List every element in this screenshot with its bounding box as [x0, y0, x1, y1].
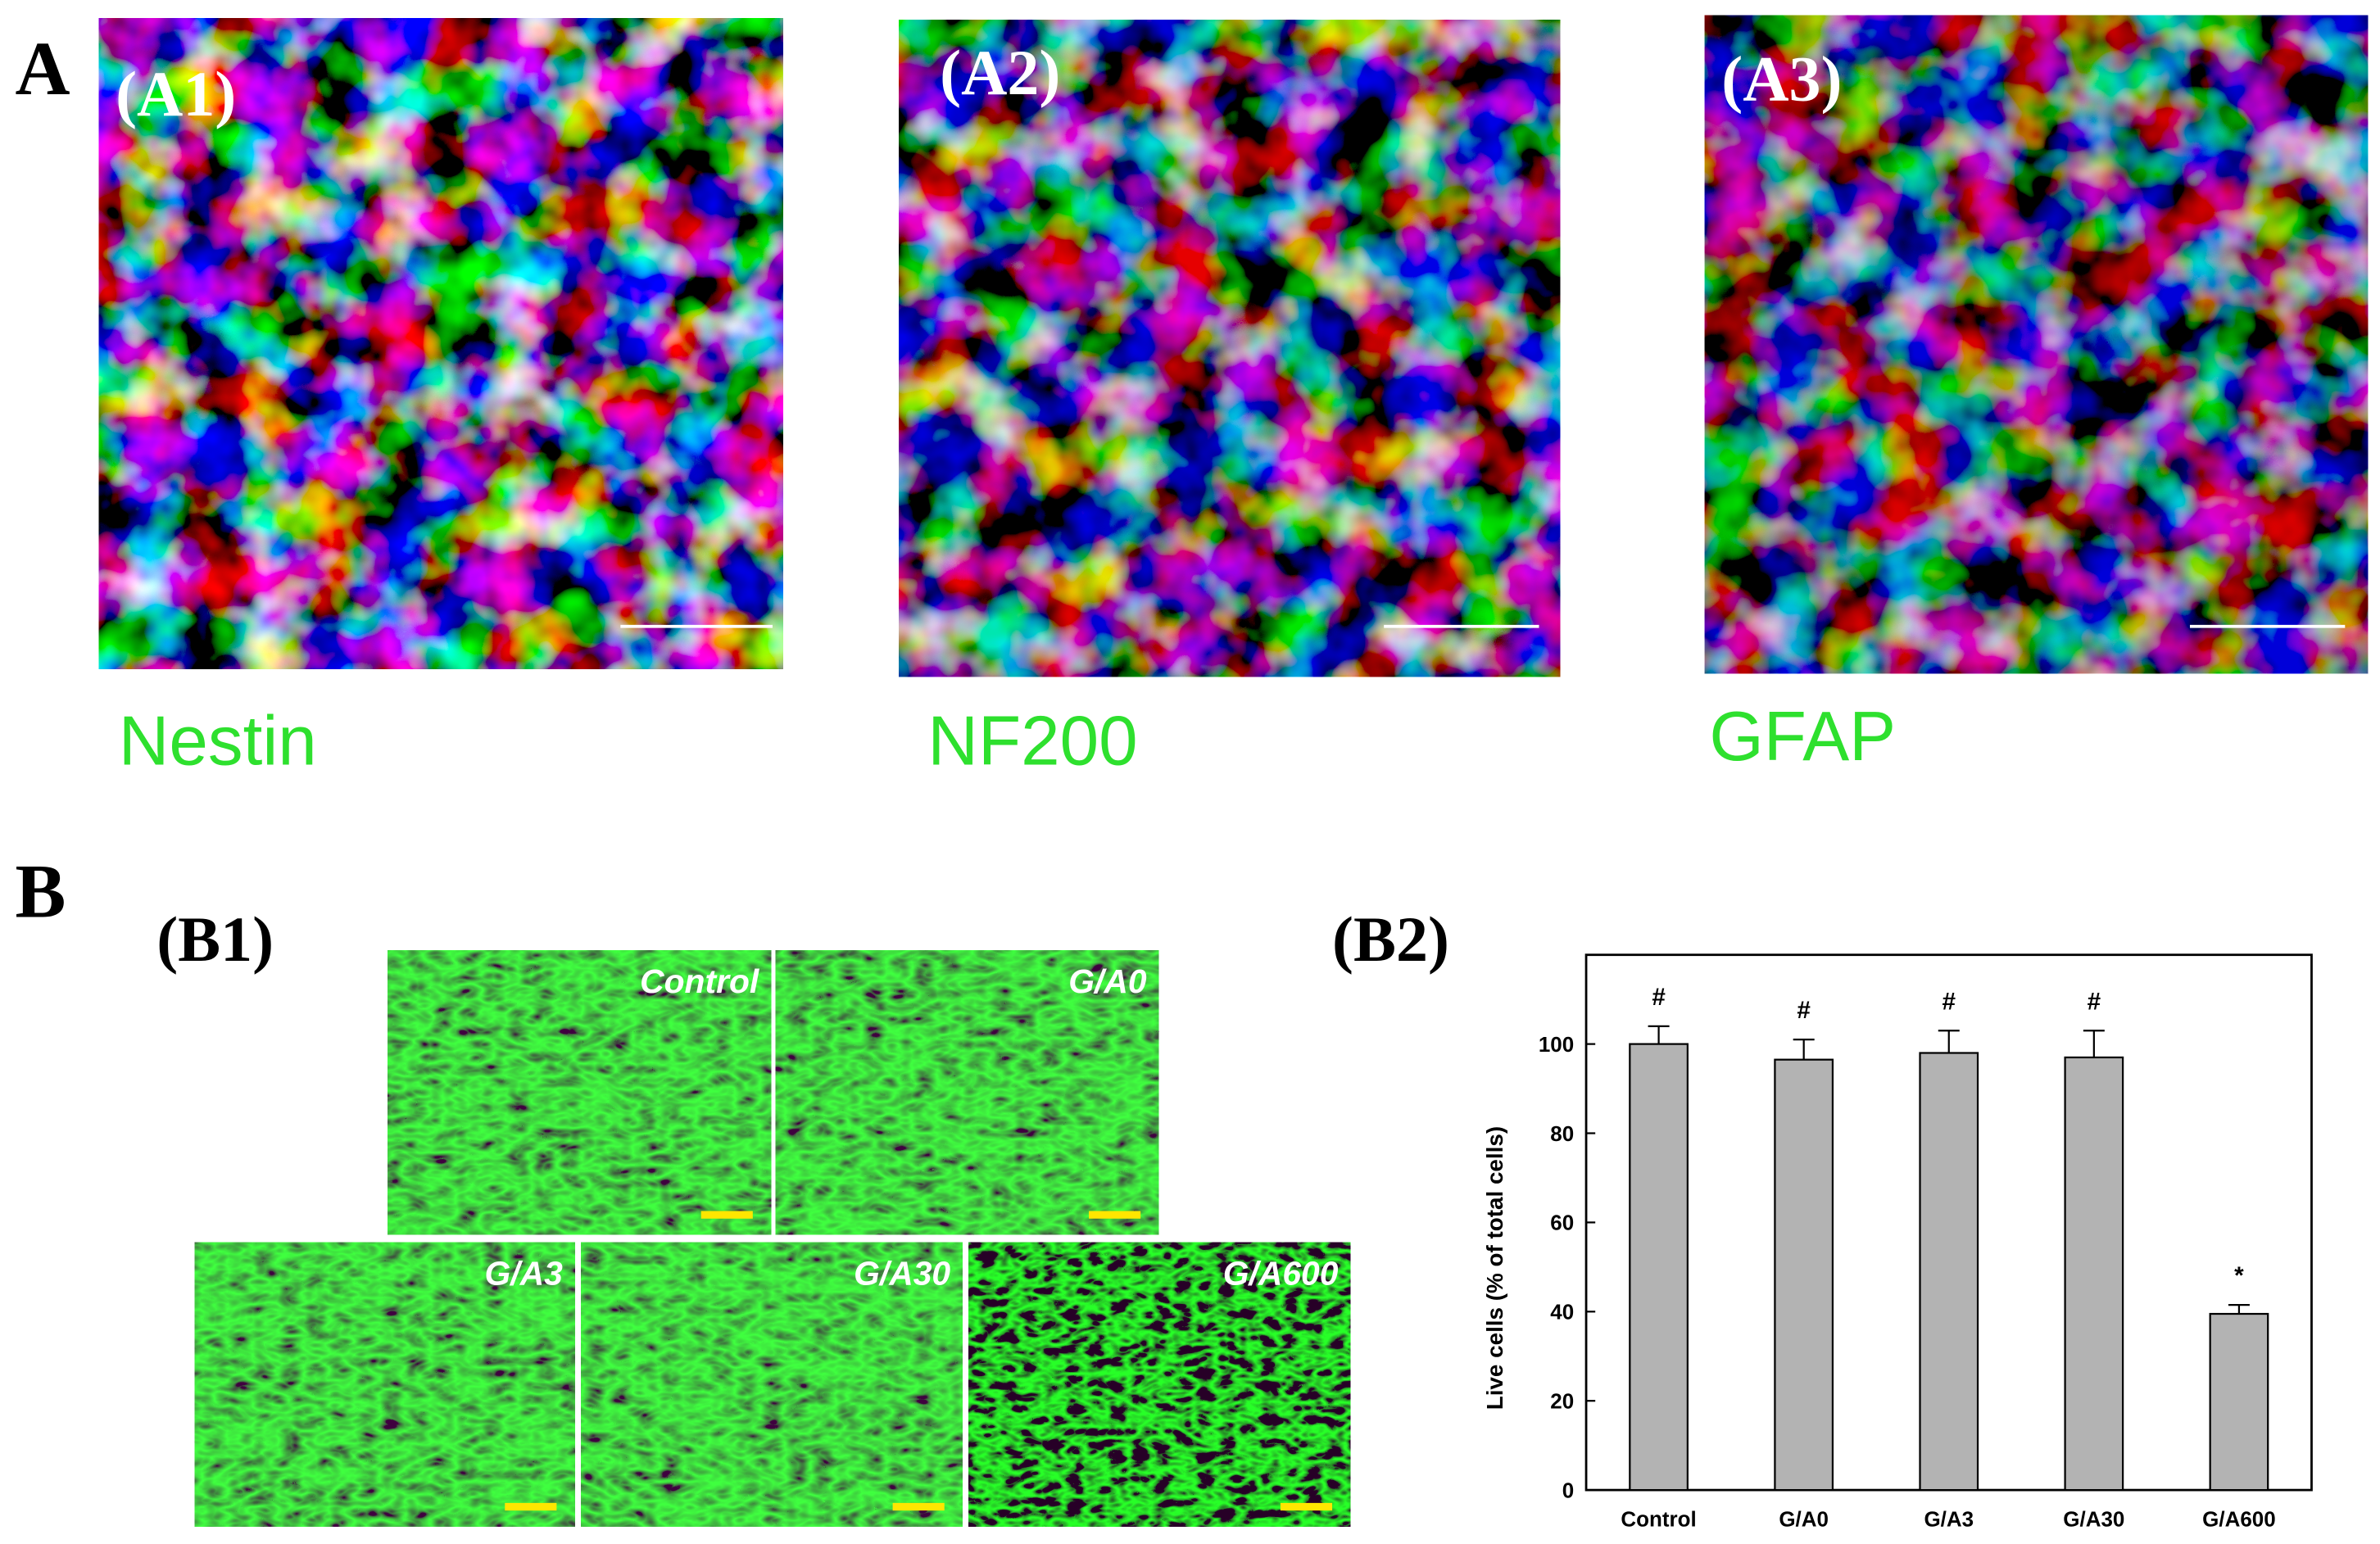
bar [1629, 1043, 1689, 1492]
marker-label: GFAP [1709, 698, 1896, 776]
error-bar [1938, 1030, 1960, 1053]
marker-label: Nestin [119, 703, 317, 781]
y-tick-label: 60 [1550, 1211, 1574, 1235]
micrograph [968, 1242, 1351, 1527]
bar [2209, 1312, 2269, 1492]
panel-b: B (B1) (B2) [16, 849, 1449, 975]
error-bar [2228, 1304, 2250, 1315]
panel-label: A [16, 27, 70, 111]
image-label: (A1) [116, 59, 236, 129]
x-tick-label: Control [1621, 1507, 1696, 1532]
error-bar [2083, 1030, 2105, 1057]
bar [2064, 1056, 2124, 1492]
micrograph [388, 950, 772, 1235]
significance-mark: * [2234, 1262, 2244, 1289]
error-bar [1648, 1025, 1670, 1044]
tile-label: G/A0 [1068, 962, 1147, 1000]
x-tick-label: G/A600 [2202, 1507, 2276, 1532]
significance-mark: # [1652, 984, 1666, 1011]
panel-a: A (A1) (A2) (A3) Nestin NF200 GFAP [16, 15, 2369, 781]
tile-label: G/A30 [854, 1255, 950, 1293]
y-tick-label: 0 [1562, 1478, 1574, 1502]
marker-label: NF200 [927, 703, 1137, 781]
y-tick-label: 100 [1539, 1032, 1574, 1057]
y-tick-label: 40 [1550, 1300, 1574, 1324]
error-bar [1793, 1039, 1815, 1060]
panel-label: B [16, 849, 66, 934]
x-tick-label: G/A3 [1924, 1507, 1974, 1532]
micrograph [775, 950, 1159, 1235]
image-label: (A3) [1721, 44, 1842, 115]
image-label: (B1) [156, 904, 274, 975]
live-dead-tiles: Control G/A0 G/A3 G/A30 G/A600 [194, 950, 1351, 1527]
bar-chart: 0 20 40 60 80 100 Live cells (% of total cells… [1482, 953, 2313, 1532]
micrograph [194, 1242, 575, 1527]
micrograph [581, 1242, 963, 1527]
micrograph [1704, 15, 2369, 674]
significance-mark: # [2088, 988, 2101, 1015]
y-tick-label: 80 [1550, 1121, 1574, 1146]
tile-label: Control [640, 962, 760, 1000]
image-label: (B2) [1332, 904, 1449, 975]
significance-mark: # [1943, 988, 1956, 1015]
y-axis-label: Live cells (% of total cells) [1482, 1126, 1507, 1410]
micrograph [899, 20, 1561, 677]
tile-label: G/A600 [1223, 1255, 1339, 1293]
image-label: (A2) [940, 38, 1060, 108]
bar [1774, 1058, 1834, 1492]
micrograph [98, 18, 783, 669]
significance-mark: # [1797, 997, 1811, 1024]
tile-label: G/A3 [485, 1255, 564, 1293]
x-tick-label: G/A30 [2063, 1507, 2124, 1532]
x-tick-label: G/A0 [1779, 1507, 1829, 1532]
y-tick-label: 20 [1550, 1388, 1574, 1413]
bar [1919, 1052, 1979, 1492]
